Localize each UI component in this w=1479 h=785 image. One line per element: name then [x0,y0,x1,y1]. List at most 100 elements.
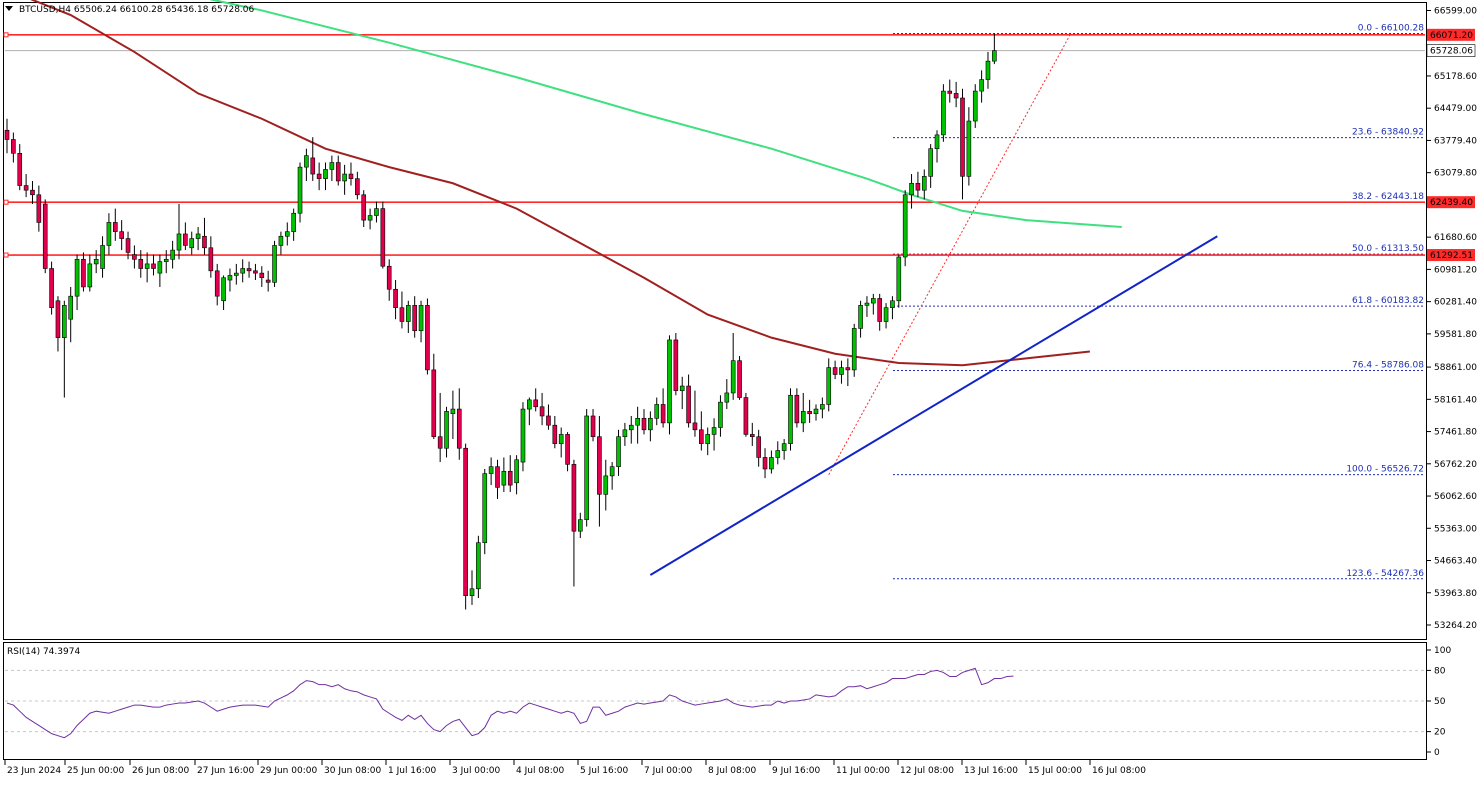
price-tick-label: 57461.80 [1434,428,1477,438]
level-price-box [1427,249,1475,262]
candle-body [979,79,984,92]
candle-body [845,367,851,371]
price-tick-label: 55363.00 [1434,524,1477,534]
menu-triangle-icon[interactable] [5,6,13,11]
candle-body [730,360,736,394]
candle-body [577,519,583,532]
candle-body [361,194,367,221]
candle-body [30,189,35,196]
fib-level-label: 23.6 - 63840.92 [1352,128,1424,138]
candle-body [794,394,800,424]
candle-body [380,208,386,267]
candle-body [444,411,449,449]
candle-body [928,148,933,177]
candle-body [284,231,290,237]
candle-body [539,406,545,417]
candle-body [393,288,398,308]
candle-body [877,298,882,322]
time-tick-label: 5 Jul 16:00 [580,766,629,776]
candle-body [826,367,832,405]
candle-body [775,450,781,458]
candle-body [985,60,991,80]
candle-body [788,394,793,444]
candle-body [329,162,335,170]
price-tick-label: 56062.60 [1434,492,1477,502]
candle-body [501,470,507,486]
fib-level-label: 50.0 - 61313.50 [1352,244,1424,254]
candle-body [902,194,908,258]
candle-body [227,275,233,281]
candle-body [648,417,653,431]
candle-body [342,173,347,182]
candle-body [253,270,258,274]
candle-body [335,162,341,182]
candle-body [597,436,602,495]
candle-body [100,245,105,269]
candle-body [62,305,67,338]
fib-level-label: 38.2 - 62443.18 [1352,192,1424,202]
price-panel-frame [3,2,1427,640]
candle-body [214,270,220,297]
candle-body [520,408,526,463]
candle-body [737,360,742,398]
candle-body [234,272,239,276]
candle-body [762,457,768,470]
candle-body [667,339,672,424]
rsi-tick-label: 20 [1434,728,1446,738]
level-price-box [1427,196,1475,209]
candle-body [800,411,806,424]
level-price-label: 61292.51 [1430,251,1473,261]
candle-body [456,408,462,449]
candle-body [609,466,615,477]
time-tick-label: 1 Jul 16:00 [388,766,437,776]
candle-body [55,300,61,338]
candle-body [93,258,99,265]
level-handle[interactable] [3,32,9,38]
candle-body [565,434,570,465]
candle-body [272,245,277,283]
ascending-trendline[interactable] [649,235,1218,576]
candle-body [68,295,73,320]
candle-body [74,258,80,297]
candle-body [699,429,704,444]
candle-body [820,404,825,410]
level-handle[interactable] [3,252,9,258]
candle-body [412,305,417,332]
candle-body [138,258,144,269]
candle-body [756,436,761,458]
time-tick-label: 11 Jul 00:00 [836,766,890,776]
close-price-label: 65728.06 [1430,47,1473,57]
candle-body [871,298,876,304]
candle-body [386,265,392,290]
price-tick-label: 63079.80 [1434,169,1477,179]
candle-body [11,139,16,154]
fib-level-label: 61.8 - 60183.82 [1352,296,1424,306]
chart-header: BTCUSD,H4 65506.24 66100.28 65436.18 657… [19,5,254,15]
candle-body [590,415,596,438]
price-tick-label: 53963.80 [1434,589,1477,599]
candle-body [463,447,468,597]
rsi-label: RSI(14) 74.3974 [7,647,81,657]
candle-body [960,97,965,177]
candle-body [558,434,564,444]
candle-body [176,233,182,251]
candle-body [533,399,539,408]
price-tick-label: 61680.60 [1434,233,1477,243]
level-handle[interactable] [3,199,9,205]
candle-body [221,277,226,302]
candle-body [476,542,481,590]
candle-body [406,305,411,322]
moving-average-fast [30,0,1091,367]
candle-body [692,422,698,431]
candle-body [622,429,628,438]
candle-body [679,385,685,391]
candle-body [431,369,437,438]
candle-body [246,268,252,272]
candle-body [571,464,577,532]
candle-body [469,588,475,597]
rsi-tick-label: 80 [1434,666,1446,676]
candle-body [157,261,163,274]
candle-body [183,233,188,246]
candle-body [864,302,870,306]
